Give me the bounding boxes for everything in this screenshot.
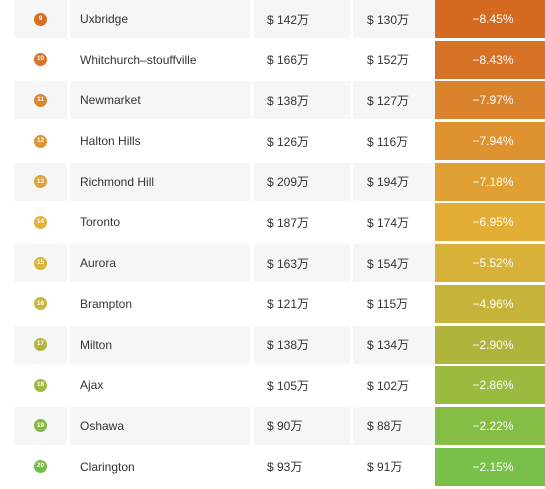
table-row: 12 Halton Hills $ 126万 $ 116万 −7.94% (14, 122, 545, 161)
rank-badge: 15 (34, 256, 47, 270)
table-row: 10 Whitchurch–stouffville $ 166万 $ 152万 −8.4… (14, 40, 545, 79)
city-name: Halton Hills (70, 122, 250, 161)
rank-cell: 9 (14, 0, 67, 38)
table-row: 14 Toronto $ 187万 $ 174万 −6.95% (14, 203, 545, 242)
price-previous: $ 209万 (254, 162, 350, 201)
city-name: Uxbridge (70, 0, 250, 38)
change-percent: −8.43% (435, 40, 545, 79)
price-previous: $ 138万 (254, 325, 350, 364)
price-previous: $ 93万 (254, 447, 350, 486)
city-name: Richmond Hill (70, 162, 250, 201)
rank-cell: 12 (14, 122, 67, 161)
rank-badge: 20 (34, 460, 47, 474)
table-row: 13 Richmond Hill $ 209万 $ 194万 −7.18% (14, 162, 545, 201)
rank-badge: 19 (34, 419, 47, 433)
table-row: 20 Clarington $ 93万 $ 91万 −2.15% (14, 447, 545, 486)
rank-cell: 17 (14, 325, 67, 364)
city-name: Ajax (70, 366, 250, 405)
price-current: $ 102万 (353, 366, 446, 405)
rank-badge: 12 (34, 134, 47, 148)
rank-cell: 14 (14, 203, 67, 242)
city-name: Toronto (70, 203, 250, 242)
rank-badge: 17 (34, 338, 47, 351)
change-percent: −2.90% (435, 325, 545, 364)
rank-cell: 15 (14, 244, 67, 283)
price-current: $ 154万 (353, 244, 446, 283)
change-percent: −7.97% (435, 81, 545, 120)
city-name: Clarington (70, 447, 250, 486)
city-name: Oshawa (70, 406, 250, 445)
price-current: $ 152万 (353, 40, 446, 79)
price-previous: $ 187万 (254, 203, 350, 242)
price-previous: $ 142万 (254, 0, 350, 38)
change-percent: −7.94% (435, 122, 545, 161)
city-name: Aurora (70, 244, 250, 283)
price-previous: $ 138万 (254, 81, 350, 120)
rank-badge: 16 (34, 297, 47, 311)
rank-cell: 20 (14, 447, 67, 486)
rank-badge: 18 (34, 378, 47, 392)
table-row: 11 Newmarket $ 138万 $ 127万 −7.97% (14, 81, 545, 120)
price-current: $ 115万 (353, 284, 446, 323)
change-percent: −5.52% (435, 244, 545, 283)
price-current: $ 194万 (353, 162, 446, 201)
table-row: 9 Uxbridge $ 142万 $ 130万 −8.45% (14, 0, 545, 38)
rank-cell: 10 (14, 40, 67, 79)
rank-badge: 11 (34, 93, 47, 107)
table-row: 15 Aurora $ 163万 $ 154万 −5.52% (14, 244, 545, 283)
price-previous: $ 166万 (254, 40, 350, 79)
table-row: 18 Ajax $ 105万 $ 102万 −2.86% (14, 366, 545, 405)
price-current: $ 116万 (353, 122, 446, 161)
price-current: $ 127万 (353, 81, 446, 120)
price-previous: $ 105万 (254, 366, 350, 405)
rank-cell: 19 (14, 406, 67, 445)
table-row: 16 Brampton $ 121万 $ 115万 −4.96% (14, 284, 545, 323)
rank-cell: 11 (14, 81, 67, 120)
rank-badge: 10 (34, 53, 47, 67)
price-current: $ 174万 (353, 203, 446, 242)
change-percent: −2.86% (435, 366, 545, 405)
price-current: $ 134万 (353, 325, 446, 364)
city-name: Milton (70, 325, 250, 364)
price-current: $ 88万 (353, 406, 446, 445)
change-percent: −2.22% (435, 406, 545, 445)
rank-cell: 18 (14, 366, 67, 405)
rank-cell: 16 (14, 284, 67, 323)
city-name: Whitchurch–stouffville (70, 40, 250, 79)
change-percent: −4.96% (435, 284, 545, 323)
table-row: 17 Milton $ 138万 $ 134万 −2.90% (14, 325, 545, 364)
price-previous: $ 163万 (254, 244, 350, 283)
change-percent: −2.15% (435, 447, 545, 486)
rank-badge: 14 (34, 215, 47, 229)
price-previous: $ 90万 (254, 406, 350, 445)
table-row: 19 Oshawa $ 90万 $ 88万 −2.22% (14, 406, 545, 445)
city-name: Brampton (70, 284, 250, 323)
change-percent: −7.18% (435, 162, 545, 201)
rank-badge: 13 (34, 175, 47, 189)
change-percent: −6.95% (435, 203, 545, 242)
rank-badge: 9 (34, 12, 47, 26)
city-name: Newmarket (70, 81, 250, 120)
price-current: $ 91万 (353, 447, 446, 486)
price-current: $ 130万 (353, 0, 446, 38)
ranking-table: 9 Uxbridge $ 142万 $ 130万 −8.45% 10 Whitchurch–… (14, 0, 545, 488)
price-previous: $ 121万 (254, 284, 350, 323)
price-previous: $ 126万 (254, 122, 350, 161)
change-percent: −8.45% (435, 0, 545, 38)
rank-cell: 13 (14, 162, 67, 201)
